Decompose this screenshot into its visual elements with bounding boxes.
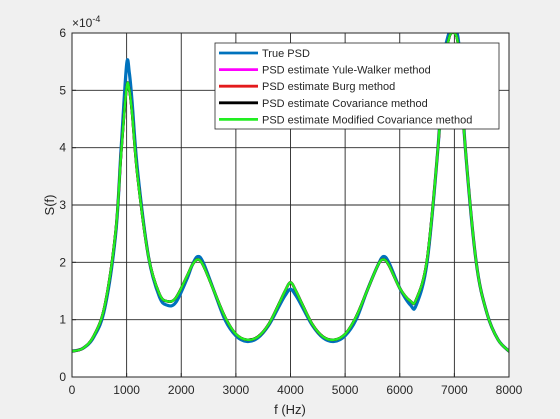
x-tick-label: 7000 [441, 383, 468, 397]
legend-label: PSD estimate Modified Covariance method [262, 114, 472, 126]
y-axis-label: S(f) [42, 195, 57, 216]
legend-label: True PSD [262, 48, 310, 60]
y-tick-label: 1 [59, 313, 66, 327]
x-tick-label: 8000 [496, 383, 523, 397]
legend-label: PSD estimate Yule-Walker method [262, 65, 431, 77]
legend-label: PSD estimate Burg method [262, 81, 395, 93]
tick-labels: 0 1000 2000 3000 4000 5000 6000 7000 8000 0 1 2 3 4 5 6 [59, 26, 522, 397]
y-tick-label: 0 [59, 370, 66, 384]
x-tick-label: 4000 [277, 383, 304, 397]
x-axis-label: f (Hz) [274, 402, 306, 417]
series-line-4 [72, 33, 509, 353]
x-tick-label: 6000 [386, 383, 413, 397]
series-layer [72, 33, 509, 353]
legend-box [214, 42, 500, 130]
x-tick-label: 3000 [223, 383, 250, 397]
x-tick-label: 2000 [168, 383, 195, 397]
y-tick-label: 2 [59, 255, 66, 269]
y-exponent-label: ×10-4 [72, 14, 100, 30]
legend: True PSD PSD estimate Yule-Walker method P… [214, 42, 500, 130]
y-tick-label: 5 [59, 83, 66, 97]
y-tick-label: 6 [59, 26, 66, 40]
legend-label: PSD estimate Covariance method [262, 98, 428, 110]
ticks [71, 32, 510, 378]
x-tick-label: 1000 [113, 383, 140, 397]
x-tick-label: 0 [69, 383, 76, 397]
y-tick-label: 3 [59, 198, 66, 212]
x-tick-label: 5000 [332, 383, 359, 397]
y-tick-label: 4 [59, 141, 66, 155]
